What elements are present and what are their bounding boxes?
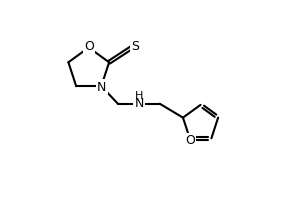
Text: H: H: [135, 91, 143, 101]
Text: O: O: [185, 134, 195, 147]
Text: N: N: [97, 81, 106, 94]
Text: S: S: [131, 40, 139, 53]
Text: N: N: [135, 97, 144, 110]
Text: O: O: [84, 40, 94, 53]
